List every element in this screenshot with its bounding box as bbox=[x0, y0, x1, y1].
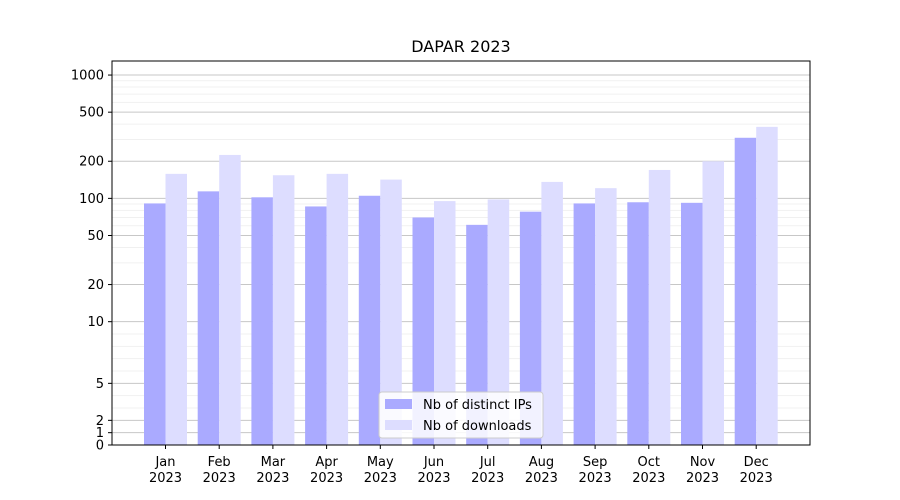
bar-distinct-ips bbox=[627, 202, 649, 445]
bar-distinct-ips bbox=[519, 211, 542, 445]
bar-downloads bbox=[595, 188, 617, 445]
x-tick-label-month: Feb bbox=[208, 455, 231, 470]
x-tick-label-month: Apr bbox=[315, 455, 338, 470]
bar-downloads bbox=[165, 173, 187, 445]
legend-label-distinct-ips: Nb of distinct IPs bbox=[423, 398, 532, 413]
legend-box bbox=[378, 391, 544, 439]
bar-downloads bbox=[702, 161, 724, 445]
plot-frame bbox=[111, 60, 811, 446]
x-tick-label-year: 2023 bbox=[632, 471, 665, 486]
x-tick-label-year: 2023 bbox=[740, 471, 773, 486]
x-tick-label-year: 2023 bbox=[579, 471, 612, 486]
x-axis: Jan2023Feb2023Mar2023Apr2023May2023Jun20… bbox=[149, 445, 773, 486]
x-tick-label-year: 2023 bbox=[149, 471, 182, 486]
bar-distinct-ips bbox=[466, 224, 488, 445]
x-tick-label-year: 2023 bbox=[364, 471, 397, 486]
y-tick-label: 100 bbox=[79, 192, 104, 207]
bar-distinct-ips bbox=[734, 137, 757, 445]
legend-swatch-downloads bbox=[385, 420, 412, 430]
bar-downloads bbox=[648, 169, 671, 445]
bar-distinct-ips bbox=[681, 202, 703, 445]
y-tick-label: 10 bbox=[87, 315, 104, 330]
x-tick-label-month: Dec bbox=[744, 455, 769, 470]
bar-distinct-ips bbox=[144, 203, 166, 445]
x-tick-label-year: 2023 bbox=[417, 471, 450, 486]
x-tick-label-year: 2023 bbox=[203, 471, 236, 486]
bar-distinct-ips bbox=[412, 217, 434, 445]
x-tick-label-month: Sep bbox=[583, 455, 608, 470]
x-tick-label-year: 2023 bbox=[686, 471, 719, 486]
y-tick-label: 2 bbox=[96, 414, 104, 429]
y-tick-label: 0 bbox=[96, 439, 104, 454]
legend-label-downloads: Nb of downloads bbox=[423, 419, 532, 434]
bar-distinct-ips bbox=[251, 197, 273, 445]
bar-distinct-ips bbox=[573, 203, 596, 445]
legend-swatch-distinct-ips bbox=[385, 399, 412, 409]
bar-distinct-ips bbox=[197, 191, 220, 445]
x-tick-label-month: Oct bbox=[638, 455, 660, 470]
y-axis: 012 5 10 20 50 100 200 500 1000 bbox=[71, 69, 112, 454]
bar-downloads bbox=[434, 201, 456, 445]
x-tick-label-month: Nov bbox=[690, 455, 716, 470]
x-tick-label-year: 2023 bbox=[525, 471, 558, 486]
y-tick-label: 20 bbox=[87, 278, 104, 293]
x-tick-label-year: 2023 bbox=[310, 471, 343, 486]
x-tick-label-year: 2023 bbox=[256, 471, 289, 486]
x-tick-label-month: Mar bbox=[261, 455, 286, 470]
bar-distinct-ips bbox=[358, 195, 381, 445]
bar-downloads bbox=[219, 154, 241, 445]
bar-downloads bbox=[272, 175, 295, 445]
bar-downloads bbox=[487, 199, 510, 445]
y-tick-label: 1000 bbox=[71, 69, 104, 84]
x-tick-label-month: Jul bbox=[479, 455, 496, 470]
chart-title: DAPAR 2023 bbox=[411, 37, 510, 56]
x-tick-label-year: 2023 bbox=[471, 471, 504, 486]
y-tick-label: 50 bbox=[87, 229, 104, 244]
x-tick-label-month: May bbox=[367, 455, 394, 470]
bars bbox=[144, 126, 778, 446]
legend: Nb of distinct IPs Nb of downloads bbox=[378, 391, 544, 439]
y-tick-label: 1 bbox=[96, 426, 104, 441]
x-tick-label-month: Jun bbox=[423, 455, 444, 470]
y-tick-label: 500 bbox=[79, 106, 104, 121]
x-tick-label-month: Jan bbox=[154, 455, 175, 470]
y-tick-label: 200 bbox=[79, 155, 104, 170]
bar-downloads bbox=[541, 181, 563, 446]
bar-downloads bbox=[326, 173, 349, 445]
bar-downloads bbox=[756, 126, 778, 446]
bar-distinct-ips bbox=[305, 206, 327, 445]
y-tick-label: 5 bbox=[96, 377, 104, 392]
bar-downloads bbox=[380, 179, 402, 445]
x-tick-label-month: Aug bbox=[529, 455, 554, 470]
